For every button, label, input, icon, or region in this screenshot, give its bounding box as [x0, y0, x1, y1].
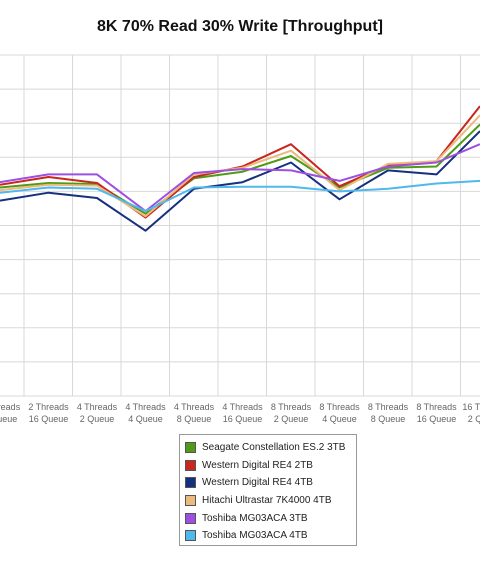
legend-label: Toshiba MG03ACA 3TB	[202, 512, 308, 524]
chart-title: 8K 70% Read 30% Write [Throughput]	[97, 18, 383, 35]
legend-swatch	[185, 495, 196, 507]
legend-label: Western Digital RE4 4TB	[202, 477, 313, 489]
series-line-3	[0, 130, 480, 232]
legend-item: Hitachi Ultrastar 7K4000 4TB	[185, 492, 351, 510]
legend-label: Toshiba MG03ACA 4TB	[202, 530, 308, 542]
series-line-6	[0, 179, 480, 213]
legend-label: Hitachi Ultrastar 7K4000 4TB	[202, 495, 332, 507]
x-tick-label: 2 Threads 16 Queue	[28, 402, 69, 424]
x-tick-label: 4 Threads 2 Queue	[77, 402, 118, 424]
x-tick-label: 4 Threads 8 Queue	[174, 402, 215, 424]
legend-item: Toshiba MG03ACA 4TB	[185, 527, 351, 545]
grid	[0, 54, 480, 397]
legend-item: Toshiba MG03ACA 3TB	[185, 509, 351, 527]
series-line-5	[0, 143, 480, 213]
legend-swatch	[185, 512, 196, 524]
x-tick-label: 8 Threads 8 Queue	[368, 402, 409, 424]
series-line-1	[0, 123, 480, 215]
legend-label: Western Digital RE4 2TB	[202, 459, 313, 471]
x-tick-label: 4 Threads 4 Queue	[125, 402, 166, 424]
legend-item: Western Digital RE4 4TB	[185, 474, 351, 492]
x-tick-label: 4 Threads 16 Queue	[222, 402, 263, 424]
legend: Seagate Constellation ES.2 3TB Western Di…	[179, 434, 357, 546]
legend-item: Seagate Constellation ES.2 3TB	[185, 439, 351, 457]
legend-item: Western Digital RE4 2TB	[185, 457, 351, 475]
legend-swatch	[185, 459, 196, 471]
legend-swatch	[185, 442, 196, 454]
legend-swatch	[185, 477, 196, 489]
legend-swatch	[185, 530, 196, 542]
series-lines	[0, 105, 480, 232]
legend-label: Seagate Constellation ES.2 3TB	[202, 442, 346, 454]
x-tick-label: 8 Threads 4 Queue	[319, 402, 360, 424]
x-tick-label: 8 Threads 16 Queue	[416, 402, 457, 424]
x-tick-label: 8 Threads 2 Queue	[271, 402, 312, 424]
series-line-4	[0, 114, 480, 218]
